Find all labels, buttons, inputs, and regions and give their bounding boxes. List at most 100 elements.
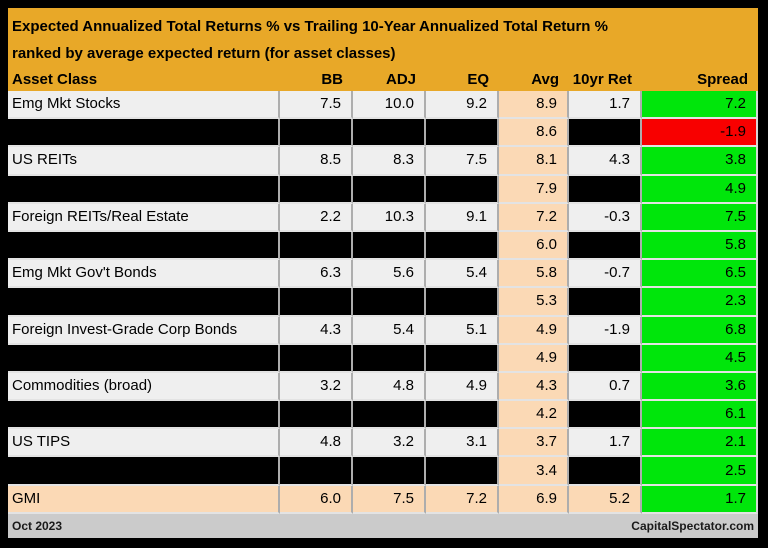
value-cell bbox=[569, 288, 642, 317]
spread-cell: 3.6 bbox=[642, 372, 758, 402]
redacted-row: 7.9 4.9 bbox=[8, 175, 758, 204]
value-cell: 4.3 bbox=[569, 147, 642, 176]
table-row: GMI 6.0 7.5 7.2 6.9 5.2 1.7 bbox=[8, 485, 758, 514]
value-cell bbox=[569, 119, 642, 148]
value-cell bbox=[426, 231, 499, 261]
column-header-spread: Spread bbox=[697, 70, 748, 88]
asset-class-cell: US REITs bbox=[8, 147, 280, 176]
column-header-avg: Avg bbox=[531, 70, 559, 88]
value-cell: -1.9 bbox=[569, 316, 642, 345]
value-cell: 10.0 bbox=[353, 91, 426, 120]
table-row: Foreign REITs/Real Estate 2.2 10.3 9.1 7.2 -0… bbox=[8, 203, 758, 232]
value-cell: 8.5 bbox=[280, 147, 353, 176]
spread-cell: 2.5 bbox=[642, 457, 758, 486]
value-cell bbox=[353, 231, 426, 261]
table-body: Emg Mkt Stocks 7.5 10.0 9.2 8.9 1.7 7.2 8.6 -1.9… bbox=[8, 91, 758, 514]
footer-bar: Oct 2023 CapitalSpectator.com bbox=[8, 513, 758, 538]
value-cell bbox=[426, 401, 499, 430]
redacted-row: 6.0 5.8 bbox=[8, 231, 758, 261]
value-cell: 10.3 bbox=[353, 203, 426, 232]
table-row: US TIPS 4.8 3.2 3.1 3.7 1.7 2.1 bbox=[8, 429, 758, 458]
spread-cell: 6.8 bbox=[642, 316, 758, 345]
asset-class-cell: GMI bbox=[8, 485, 280, 514]
value-cell bbox=[426, 119, 499, 148]
asset-class-cell bbox=[8, 401, 280, 430]
spread-cell: 3.8 bbox=[642, 147, 758, 176]
column-header-10yr-ret: 10yr Ret bbox=[572, 70, 632, 88]
value-cell: 5.4 bbox=[353, 316, 426, 345]
chart-title: Expected Annualized Total Returns % vs T… bbox=[12, 18, 608, 35]
spread-cell: 1.7 bbox=[642, 485, 758, 514]
value-cell: 4.8 bbox=[280, 429, 353, 458]
asset-class-cell bbox=[8, 119, 280, 148]
spread-cell: 7.2 bbox=[642, 91, 758, 120]
value-cell bbox=[353, 344, 426, 373]
value-cell: 7.5 bbox=[353, 485, 426, 514]
value-cell: 5.6 bbox=[353, 260, 426, 289]
value-cell bbox=[280, 401, 353, 430]
redacted-row: 8.6 -1.9 bbox=[8, 119, 758, 148]
column-header-asset-class: Asset Class bbox=[12, 70, 98, 88]
value-cell: 5.2 bbox=[569, 485, 642, 514]
table-row: Foreign Invest-Grade Corp Bonds 4.3 5.4 5.1… bbox=[8, 316, 758, 345]
column-header-row: Asset Class BB ADJ EQ Avg 10yr Ret Spread bbox=[8, 67, 758, 91]
avg-cell: 7.9 bbox=[499, 175, 569, 204]
chart-subtitle: ranked by average expected return (for a… bbox=[12, 44, 396, 62]
redacted-row: 3.4 2.5 bbox=[8, 457, 758, 486]
value-cell: 1.7 bbox=[569, 91, 642, 120]
column-header-eq: EQ bbox=[467, 70, 489, 88]
value-cell: 3.2 bbox=[280, 372, 353, 402]
footer-source: CapitalSpectator.com bbox=[631, 518, 754, 533]
value-cell: 6.0 bbox=[280, 485, 353, 514]
title-block: Expected Annualized Total Returns % vs T… bbox=[8, 8, 758, 67]
table-row: Emg Mkt Stocks 7.5 10.0 9.2 8.9 1.7 7.2 bbox=[8, 91, 758, 120]
table-row: Emg Mkt Gov't Bonds 6.3 5.6 5.4 5.8 -0.7 6.5 bbox=[8, 260, 758, 289]
spread-cell: 4.5 bbox=[642, 344, 758, 373]
avg-cell: 8.1 bbox=[499, 147, 569, 176]
spread-cell: 7.5 bbox=[642, 203, 758, 232]
value-cell bbox=[280, 231, 353, 261]
value-cell bbox=[426, 457, 499, 486]
spread-cell: 2.1 bbox=[642, 429, 758, 458]
value-cell bbox=[569, 231, 642, 261]
avg-cell: 8.6 bbox=[499, 119, 569, 148]
value-cell bbox=[353, 119, 426, 148]
column-header-bb: BB bbox=[321, 70, 343, 88]
value-cell: 8.3 bbox=[353, 147, 426, 176]
table-row: Commodities (broad) 3.2 4.8 4.9 4.3 0.7 3.6 bbox=[8, 372, 758, 402]
value-cell bbox=[426, 175, 499, 204]
value-cell bbox=[426, 344, 499, 373]
asset-class-cell bbox=[8, 231, 280, 261]
value-cell: 4.8 bbox=[353, 372, 426, 402]
value-cell bbox=[280, 344, 353, 373]
asset-class-cell bbox=[8, 344, 280, 373]
spread-cell: 6.5 bbox=[642, 260, 758, 289]
value-cell: 7.5 bbox=[280, 91, 353, 120]
value-cell bbox=[353, 288, 426, 317]
value-cell: 1.7 bbox=[569, 429, 642, 458]
value-cell bbox=[569, 401, 642, 430]
value-cell: 9.1 bbox=[426, 203, 499, 232]
avg-cell: 4.9 bbox=[499, 344, 569, 373]
table-panel: Expected Annualized Total Returns % vs T… bbox=[8, 8, 758, 538]
table-row: US REITs 8.5 8.3 7.5 8.1 4.3 3.8 bbox=[8, 147, 758, 176]
value-cell: 3.2 bbox=[353, 429, 426, 458]
spread-cell: 6.1 bbox=[642, 401, 758, 430]
avg-cell: 6.0 bbox=[499, 231, 569, 261]
value-cell: 4.9 bbox=[426, 372, 499, 402]
value-cell: 0.7 bbox=[569, 372, 642, 402]
value-cell: 3.1 bbox=[426, 429, 499, 458]
value-cell: 5.4 bbox=[426, 260, 499, 289]
value-cell: 2.2 bbox=[280, 203, 353, 232]
value-cell: 5.1 bbox=[426, 316, 499, 345]
asset-class-cell: US TIPS bbox=[8, 429, 280, 458]
avg-cell: 4.3 bbox=[499, 372, 569, 402]
spread-cell: -1.9 bbox=[642, 119, 758, 148]
footer-date: Oct 2023 bbox=[12, 518, 63, 533]
column-header-adj: ADJ bbox=[385, 70, 416, 88]
asset-class-cell: Commodities (broad) bbox=[8, 372, 280, 402]
asset-class-cell bbox=[8, 457, 280, 486]
avg-cell: 3.7 bbox=[499, 429, 569, 458]
asset-class-cell: Foreign Invest-Grade Corp Bonds bbox=[8, 316, 280, 345]
value-cell bbox=[569, 457, 642, 486]
